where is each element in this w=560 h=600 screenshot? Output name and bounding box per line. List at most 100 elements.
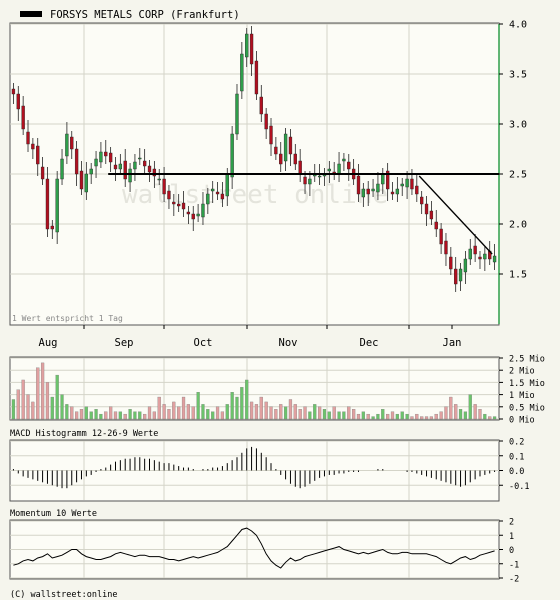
volume-bar [458, 409, 463, 420]
candle-body [128, 168, 132, 183]
month-label: Oct [194, 337, 213, 349]
candle-body [269, 125, 273, 145]
volume-bar [274, 409, 278, 420]
volume-bar [327, 411, 331, 420]
y-tick-label: 2 [509, 518, 514, 528]
candle-body [468, 248, 472, 260]
candle-body [235, 93, 239, 135]
candle-body [206, 193, 210, 205]
candle-body [424, 203, 429, 215]
candle-body [420, 196, 424, 205]
candle-body [94, 158, 98, 167]
candle-body [225, 173, 229, 197]
candle-body [181, 202, 186, 210]
candle-body [79, 170, 84, 190]
volume-bar [89, 411, 93, 420]
volume-bar [225, 404, 229, 420]
volume-bar [196, 392, 200, 420]
copyright-footer: (C) wallstreet:online [10, 590, 117, 600]
volume-bar [133, 411, 137, 420]
y-tick-label: -2 [509, 575, 519, 585]
candle-body [108, 152, 113, 163]
candle-body [215, 191, 220, 195]
volume-bar [167, 409, 171, 420]
candle-body [147, 165, 152, 173]
candle-body [123, 160, 127, 180]
candle-body [381, 173, 385, 185]
volume-bar [65, 404, 69, 420]
volume-bar [361, 411, 365, 420]
volume-bar [162, 404, 166, 420]
volume-bar [434, 413, 438, 420]
candle-body [157, 178, 161, 181]
volume-bar [400, 411, 404, 420]
momentum-title: Momentum 10 Werte [10, 509, 97, 519]
volume-bar [386, 413, 390, 420]
y-tick-label: 1.5 Mio [509, 379, 545, 389]
candle-body [279, 153, 283, 165]
watermark: wallstreet online [122, 180, 388, 210]
volume-bar [94, 409, 98, 420]
volume-bar [79, 409, 84, 420]
volume-bar [444, 406, 448, 420]
volume-bar [337, 411, 341, 420]
trend-line [418, 175, 493, 255]
volume-bar [36, 367, 40, 420]
volume-bar [308, 411, 312, 420]
candle-body [390, 191, 395, 195]
month-label: Aug [39, 337, 58, 349]
candle-body [89, 168, 93, 175]
candle-body [439, 228, 443, 245]
volume-bar [492, 416, 497, 420]
y-tick-label: -0.1 [509, 482, 529, 492]
candle-body [40, 166, 45, 180]
candle-body [70, 136, 74, 150]
volume-bar [366, 413, 370, 420]
volume-bar [109, 406, 113, 420]
volume-bar [99, 413, 103, 420]
y-tick-label: 4.0 [509, 20, 527, 31]
chart-note: 1 Wert entspricht 1 Tag [12, 314, 123, 323]
candle-body [434, 221, 438, 230]
volume-bar [84, 406, 88, 420]
candle-body [478, 256, 482, 260]
volume-bar [113, 411, 118, 420]
volume-bar [16, 389, 20, 420]
candle-body [303, 176, 307, 185]
volume-bar [118, 411, 122, 420]
volume-bar [230, 392, 234, 420]
candle-body [249, 33, 254, 65]
volume-bar [371, 416, 375, 420]
y-tick-label: 1 Mio [509, 391, 535, 401]
volume-bar [376, 413, 380, 420]
volume-bar [429, 416, 433, 420]
volume-bar [181, 396, 186, 420]
candle-body [240, 53, 244, 92]
volume-bar [463, 411, 468, 420]
volume-panel [9, 356, 500, 421]
candle-body [142, 160, 147, 167]
candle-body [259, 96, 263, 115]
candle-body [415, 185, 419, 195]
volume-bar [332, 406, 336, 420]
macd-histogram [12, 446, 496, 489]
volume-bar [249, 401, 254, 420]
volume-bar [40, 362, 45, 420]
volume-bar [211, 411, 215, 420]
month-label: Jan [443, 337, 462, 349]
volume-bar [45, 382, 50, 420]
candle-body [172, 201, 176, 205]
candle-body [74, 148, 79, 175]
volume-bar [172, 401, 176, 420]
y-tick-label: 2.0 [509, 220, 527, 231]
candle-body [342, 158, 346, 162]
volume-bar [488, 416, 492, 420]
y-tick-label: 0.5 Mio [509, 403, 545, 413]
candle-body [60, 158, 64, 180]
volume-bar [215, 406, 220, 420]
month-label: Dec [360, 337, 379, 349]
candle-body [449, 256, 453, 270]
volume-bar [313, 404, 317, 420]
candle-body [454, 268, 458, 285]
volume-bar [259, 396, 263, 420]
